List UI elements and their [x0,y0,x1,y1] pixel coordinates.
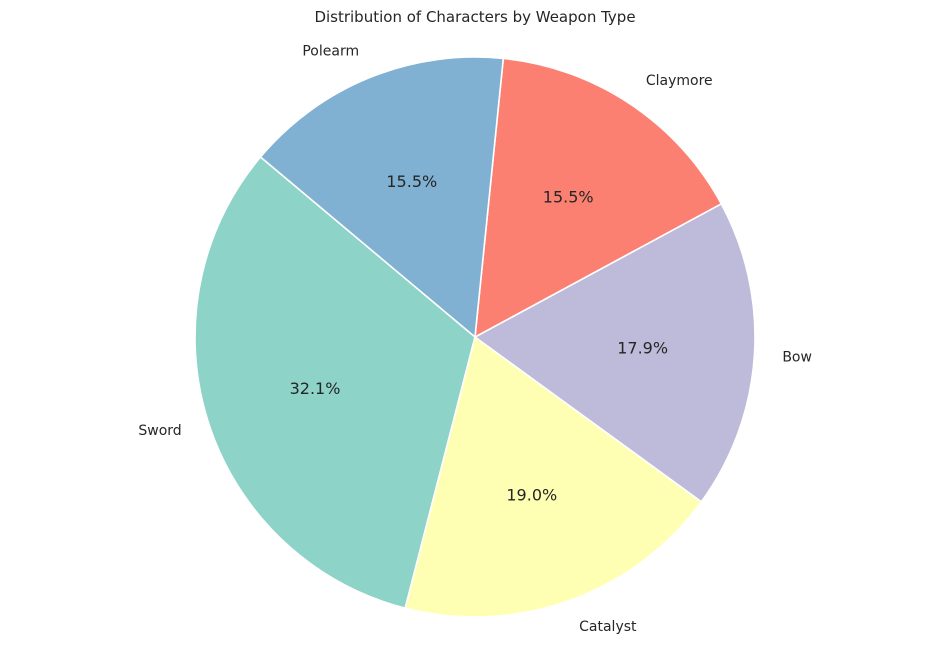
category-label-polearm: Polearm [302,44,359,60]
pct-label-claymore: 15.5% [543,188,594,207]
category-label-sword: Sword [138,423,181,439]
pct-label-sword: 32.1% [290,379,341,398]
category-label-bow: Bow [782,350,812,366]
category-label-catalyst: Catalyst [579,619,637,635]
pct-label-bow: 17.9% [617,339,668,358]
category-label-claymore: Claymore [646,73,713,89]
pct-label-catalyst: 19.0% [506,486,557,505]
pct-label-polearm: 15.5% [386,172,437,191]
